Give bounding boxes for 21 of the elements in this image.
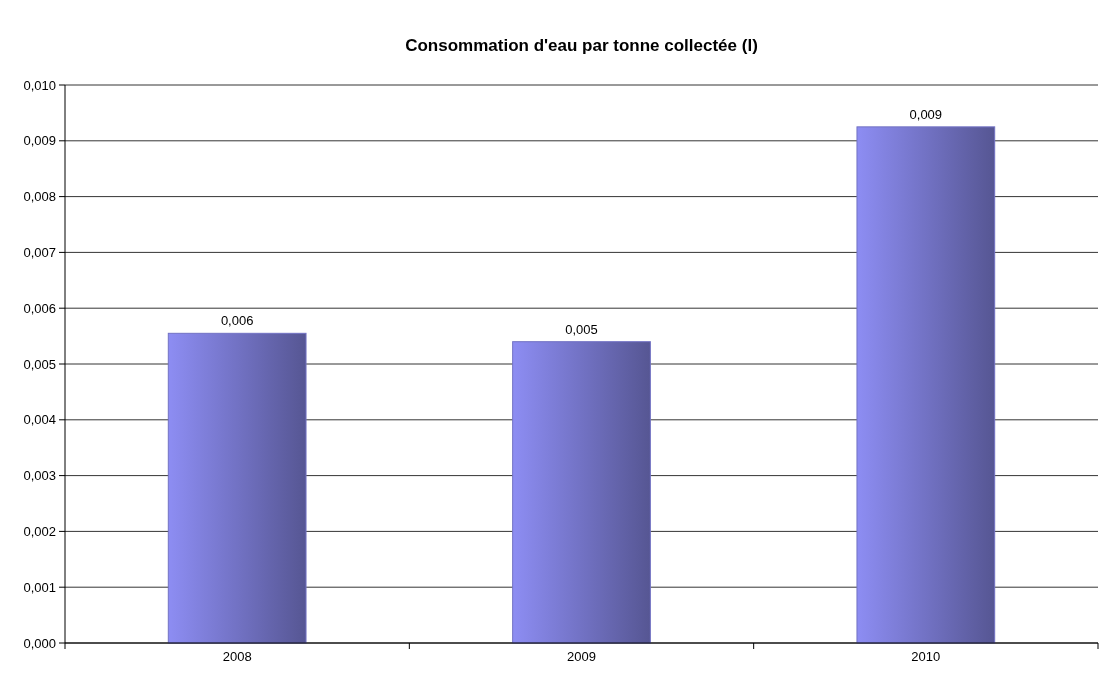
y-tick-label: 0,003 — [23, 468, 56, 484]
data-label: 0,009 — [909, 106, 943, 122]
y-tick-label: 0,009 — [23, 133, 56, 149]
y-tick-label: 0,004 — [23, 412, 56, 428]
y-tick-label: 0,005 — [23, 356, 56, 372]
x-tick-label: 2008 — [222, 649, 252, 664]
y-tick-label: 0,001 — [23, 579, 56, 595]
bar — [167, 332, 307, 644]
bar — [856, 126, 996, 644]
y-tick-label: 0,008 — [23, 189, 56, 205]
x-tick-label: 2010 — [911, 649, 941, 664]
y-tick-label: 0,010 — [23, 77, 56, 93]
chart-title: Consommation d'eau par tonne collectée (l) — [405, 36, 758, 56]
y-tick-label: 0,006 — [23, 300, 56, 316]
data-label: 0,006 — [220, 313, 254, 329]
y-tick-label: 0,002 — [23, 523, 56, 539]
data-label: 0,005 — [565, 321, 598, 337]
x-tick-label: 2009 — [567, 649, 596, 664]
y-tick-label: 0,007 — [23, 244, 56, 260]
bar — [512, 341, 651, 644]
y-tick-label: 0,000 — [23, 635, 56, 651]
